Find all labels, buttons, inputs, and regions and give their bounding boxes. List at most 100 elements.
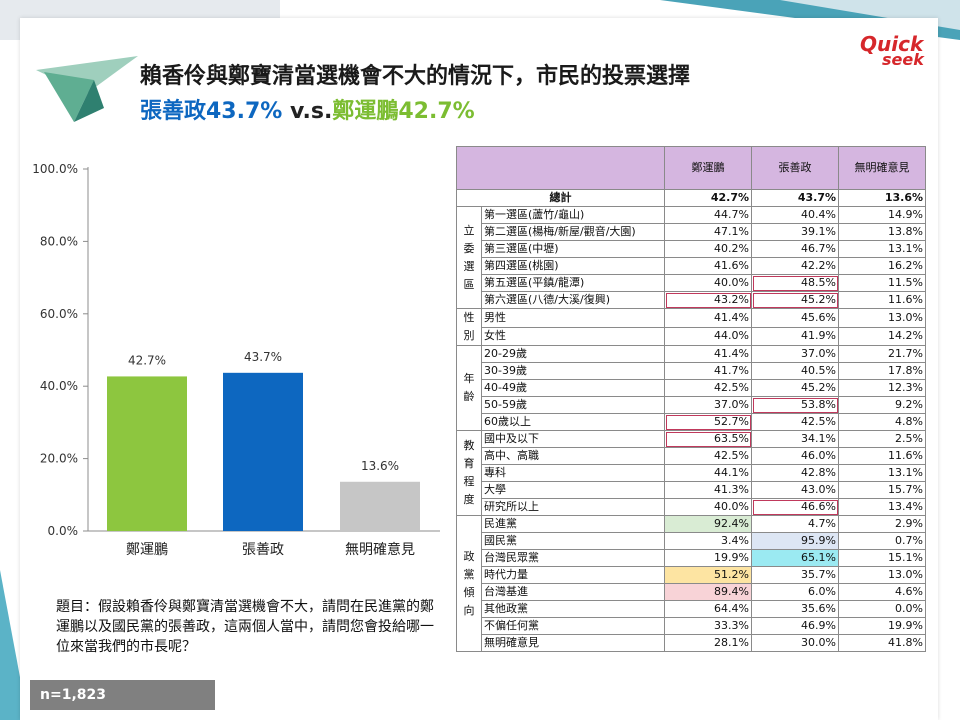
- table-row: 教育程度 國中及以下 63.5% 34.1% 2.5%: [456, 430, 926, 516]
- table-cell: 41.3%: [664, 481, 752, 499]
- table-cell: 45.2%: [751, 379, 839, 397]
- table-cell: 0.7%: [838, 532, 926, 550]
- row-label: 20-29歲: [481, 345, 665, 363]
- bar-value-label: 13.6%: [361, 459, 399, 473]
- group-label: 性別: [456, 308, 482, 346]
- table-cell: 44.7%: [664, 206, 752, 224]
- table-cell: 46.0%: [751, 447, 839, 465]
- table-column-header: 張善政: [751, 146, 839, 190]
- table-cell: 44.0%: [664, 326, 752, 346]
- table-cell: 52.7%: [664, 413, 752, 431]
- table-cell: 13.1%: [838, 240, 926, 258]
- table-column-header: 無明確意見: [838, 146, 926, 190]
- table-cell: 40.5%: [751, 362, 839, 380]
- table-cell: 16.2%: [838, 257, 926, 275]
- table-cell: 11.5%: [838, 274, 926, 292]
- bar: [107, 376, 187, 531]
- row-label: 第三選區(中壢): [481, 240, 665, 258]
- table-column-header: 鄭運鵬: [664, 146, 752, 190]
- table-cell: 40.0%: [664, 498, 752, 516]
- table-row: 高中、高職 42.5% 46.0% 11.6%: [457, 447, 926, 465]
- table-cell: 63.5%: [664, 430, 752, 448]
- table-cell: 19.9%: [838, 617, 926, 635]
- table-cell: 40.4%: [751, 206, 839, 224]
- table-cell: 28.1%: [664, 634, 752, 652]
- table-cell: 43.0%: [751, 481, 839, 499]
- table-cell: 30.0%: [751, 634, 839, 652]
- table-cell: 42.7%: [664, 189, 752, 207]
- table-cell: 41.4%: [664, 308, 752, 328]
- table-row: 大學 41.3% 43.0% 15.7%: [457, 481, 926, 499]
- row-label: 第六選區(八德/大溪/復興): [481, 291, 665, 309]
- table-cell: 46.7%: [751, 240, 839, 258]
- table-cell: 45.2%: [751, 291, 839, 309]
- row-label: 時代力量: [481, 566, 665, 584]
- table-row: 研究所以上 40.0% 46.6% 13.4%: [457, 498, 926, 516]
- table-header-row: 鄭運鵬 張善政 無明確意見: [456, 146, 926, 190]
- row-label: 60歲以上: [481, 413, 665, 431]
- table-row: 國民黨 3.4% 95.9% 0.7%: [457, 532, 926, 550]
- row-label: 高中、高職: [481, 447, 665, 465]
- table-cell: 11.6%: [838, 447, 926, 465]
- row-label: 民進黨: [481, 515, 665, 533]
- row-label: 國中及以下: [481, 430, 665, 448]
- table-row: 其他政黨 64.4% 35.6% 0.0%: [457, 600, 926, 618]
- row-label: 台灣民眾黨: [481, 549, 665, 567]
- row-label: 大學: [481, 481, 665, 499]
- logo-text-quick: Quick: [860, 32, 924, 56]
- page-title: 賴香伶與鄭寶清當選機會不大的情況下，市民的投票選擇: [140, 64, 691, 89]
- row-label: 國民黨: [481, 532, 665, 550]
- x-category-label: 張善政: [242, 542, 284, 558]
- x-category-label: 無明確意見: [345, 541, 415, 558]
- y-tick-label: 60.0%: [40, 307, 78, 321]
- bar-chart: 0.0% 20.0% 40.0% 60.0% 80.0% 100.0% 42.7% 鄭運鵬 43…: [32, 162, 440, 558]
- table-cell: 92.4%: [664, 515, 752, 533]
- table-cell: 48.5%: [751, 274, 839, 292]
- bar: [340, 481, 420, 531]
- table-row: 女性 44.0% 41.9% 14.2%: [457, 326, 926, 346]
- group-label: 年齡: [456, 345, 482, 431]
- table-cell: 42.2%: [751, 257, 839, 275]
- group-label: 政黨傾向: [456, 515, 482, 652]
- row-label: 其他政黨: [481, 600, 665, 618]
- subtitle-candidate-a: 張善政43.7%: [140, 99, 283, 124]
- table-cell: 13.0%: [838, 308, 926, 328]
- total-label: 總計: [456, 189, 665, 207]
- crosstab-grid: 鄭運鵬 張善政 無明確意見 總計 42.7% 43.7% 13.6% 立委選區 第一選區(蘆竹/…: [456, 146, 926, 652]
- y-tick-label: 80.0%: [40, 234, 78, 248]
- table-row: 30-39歲 41.7% 40.5% 17.8%: [457, 362, 926, 380]
- row-label: 30-39歲: [481, 362, 665, 380]
- page-subtitle: 張善政43.7% v.s.鄭運鵬42.7%: [140, 93, 475, 125]
- table-row: 立委選區 第一選區(蘆竹/龜山) 44.7% 40.4% 14.9%: [456, 206, 926, 309]
- row-label: 40-49歲: [481, 379, 665, 397]
- y-tick-label: 40.0%: [40, 379, 78, 393]
- table-row: 時代力量 51.2% 35.7% 13.0%: [457, 566, 926, 584]
- row-label: 無明確意見: [481, 634, 665, 652]
- table-cell: 41.9%: [751, 326, 839, 346]
- table-cell: 35.7%: [751, 566, 839, 584]
- table-cell: 41.8%: [838, 634, 926, 652]
- table-cell: 4.8%: [838, 413, 926, 431]
- paper-plane-icon: [36, 56, 138, 122]
- table-cell: 3.4%: [664, 532, 752, 550]
- crosstab-table: 鄭運鵬 張善政 無明確意見 總計 42.7% 43.7% 13.6% 立委選區 第一選區(蘆竹/…: [456, 146, 926, 652]
- table-cell: 53.8%: [751, 396, 839, 414]
- table-row: 台灣民眾黨 19.9% 65.1% 15.1%: [457, 549, 926, 567]
- table-row: 性別 男性 41.4% 45.6% 13.0%: [456, 308, 926, 346]
- table-row: 台灣基進 89.4% 6.0% 4.6%: [457, 583, 926, 601]
- table-cell: 0.0%: [838, 600, 926, 618]
- table-row: 專科 44.1% 42.8% 13.1%: [457, 464, 926, 482]
- table-cell: 44.1%: [664, 464, 752, 482]
- table-row: 年齡 20-29歲 41.4% 37.0% 21.7%: [456, 345, 926, 431]
- table-row: 無明確意見 28.1% 30.0% 41.8%: [457, 634, 926, 652]
- table-cell: 6.0%: [751, 583, 839, 601]
- subtitle-vs: v.s.: [290, 99, 333, 124]
- table-cell: 40.0%: [664, 274, 752, 292]
- table-cell: 64.4%: [664, 600, 752, 618]
- row-label: 專科: [481, 464, 665, 482]
- row-label: 第五選區(平鎮/龍潭): [481, 274, 665, 292]
- table-cell: 13.4%: [838, 498, 926, 516]
- table-row: 第五選區(平鎮/龍潭) 40.0% 48.5% 11.5%: [457, 274, 926, 292]
- bar: [223, 372, 303, 531]
- table-cell: 51.2%: [664, 566, 752, 584]
